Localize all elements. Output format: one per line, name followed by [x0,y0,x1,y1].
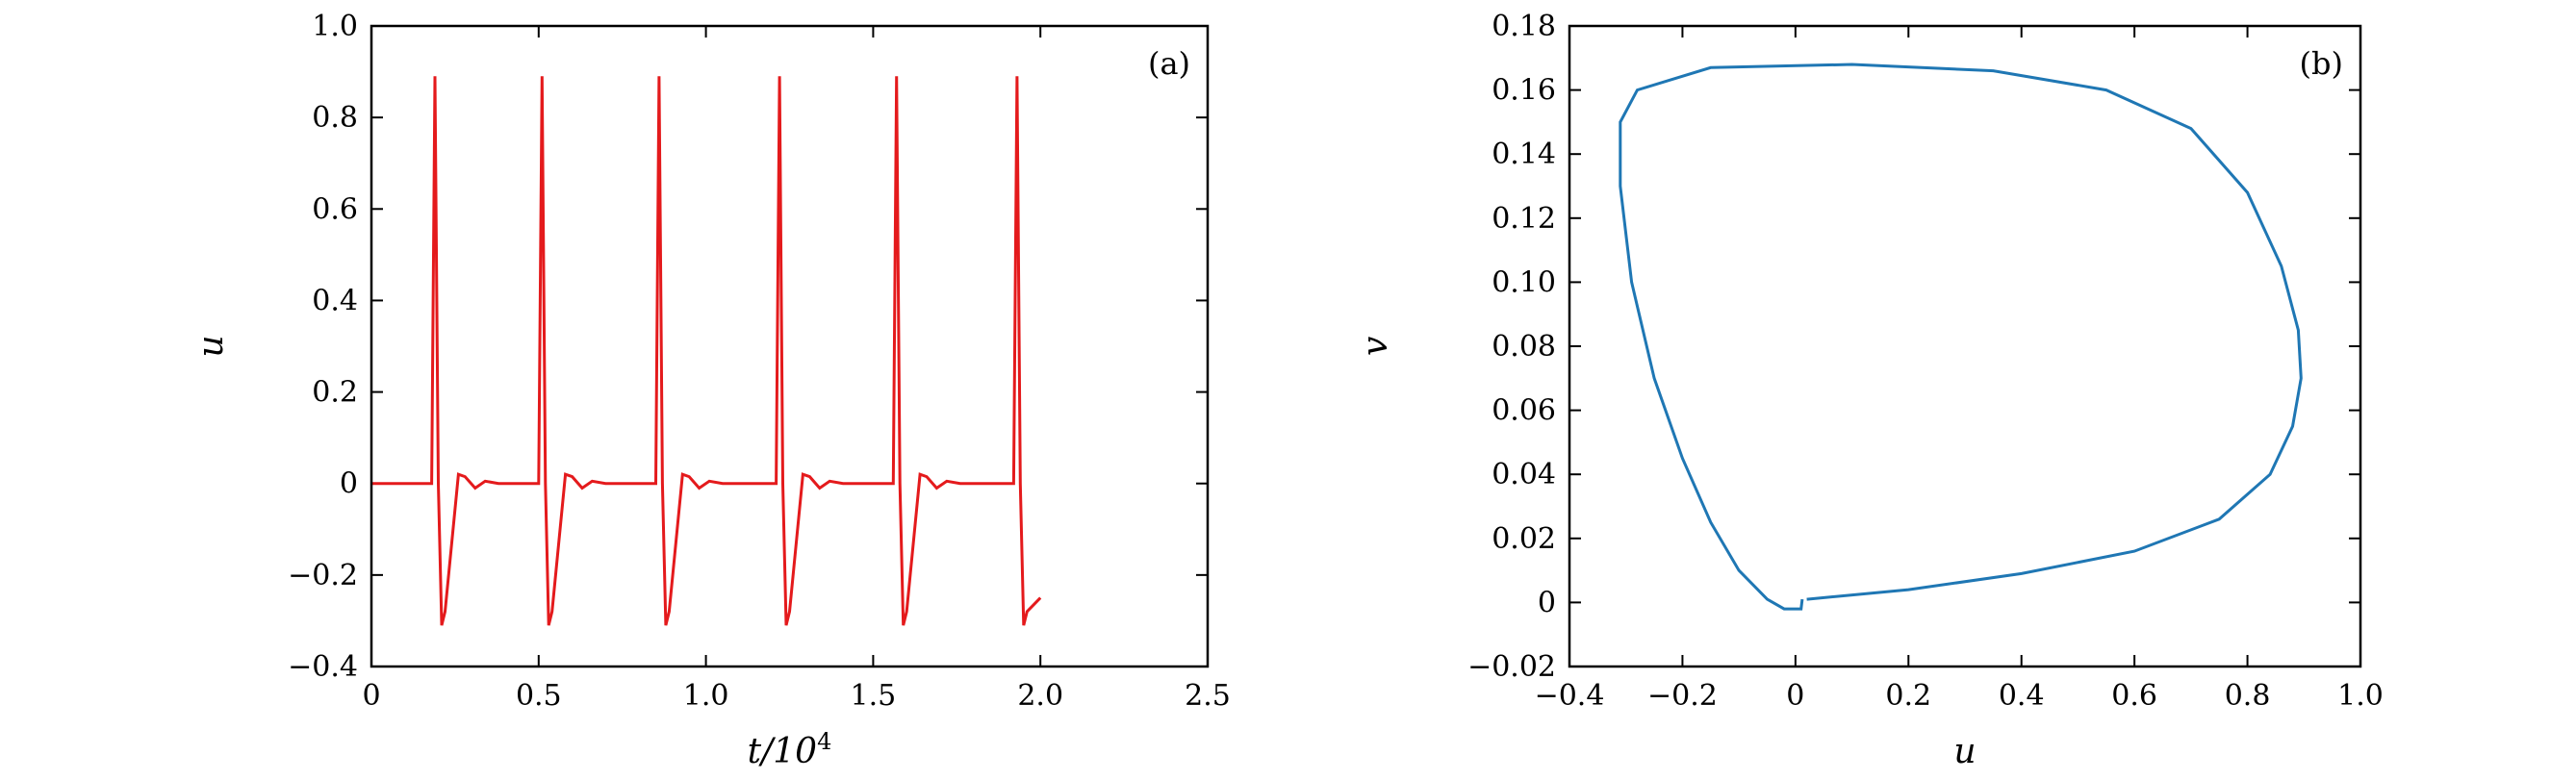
panel-a-x-axis-label-sup: 4 [817,728,831,755]
panel-a-series-line [371,76,1042,626]
panel-b-x-tick-label: −0.4 [1535,679,1605,713]
panel-b-y-tick-label: −0.02 [1467,650,1556,684]
panel-b-y-tick-label: 0 [1538,586,1556,619]
panel-b-y-tick-label: 0.10 [1492,265,1556,299]
panel-b-y-tick-label: 0.06 [1492,394,1556,428]
panel-a-frame [370,24,1210,668]
panel-a-y-tick-label: 1.0 [312,10,358,43]
panel-a-y-axis-label: u [191,335,231,357]
panel-b-y-tick-label: 0.18 [1492,10,1556,43]
panel-b-x-tick-label: 0.8 [2225,679,2271,713]
panel-a-y-tick-label: 0.4 [312,284,358,317]
panel-a-x-axis-label: t/104 [748,728,832,771]
panel-b-y-tick-label: 0.08 [1492,330,1556,364]
panel-a-y-tick-label: 0.6 [312,192,358,226]
panel-b-x-tick-label: 0.2 [1885,679,1931,713]
panel-b-x-tick-label: 0.4 [1999,679,2045,713]
panel-a-y-tick-label: 0.8 [312,101,358,135]
panel-b-y-tick-label: 0.04 [1492,458,1556,491]
panel-a-x-tick-label: 0 [362,679,380,713]
panel-a-x-axis-label-main: t/10 [748,732,817,771]
panel-a-y-tick-label: 0 [340,467,358,501]
panel-a-x-tick-label: 0.5 [516,679,562,713]
panel-a-y-tick-label: −0.4 [288,650,358,684]
panel-b-plot: −0.4 −0.2 0 0.2 0.4 0.6 0.8 1.0 −0.02 0 0.02 0.04 0.… [1356,10,2384,771]
panel-b-x-tick-label: 1.0 [2337,679,2384,713]
panel-b-y-tick-label: 0.12 [1492,202,1556,236]
panel-b-frame [1568,24,2362,668]
panel-b-x-tick-label: 0.6 [2111,679,2157,713]
panel-a-x-tick-label: 1.0 [683,679,729,713]
panel-b-y-tick-label: 0.02 [1492,522,1556,556]
panel-a-label: (a) [1148,45,1190,82]
panel-b-x-tick-label: 0 [1786,679,1804,713]
panel-a-plot: 0 0.5 1.0 1.5 2.0 2.5 −0.4 −0.2 0 0.2 0.4 0.6 0.8 1.0… [191,10,1231,771]
panel-b-label: (b) [2300,45,2343,82]
panel-b-x-axis-label: u [1953,732,1976,771]
panel-b-y-tick-label: 0.16 [1492,74,1556,108]
panel-a-y-tick-label: −0.2 [288,559,358,592]
panel-b-y-axis-label: v [1356,337,1395,356]
panel-a-x-tick-label: 2.5 [1185,679,1231,713]
panel-a-y-tick-label: 0.2 [312,376,358,410]
panel-b-y-tick-label: 0.14 [1492,138,1556,171]
panel-a-x-tick-label: 2.0 [1017,679,1063,713]
panel-b-series-line [1619,63,2303,611]
panel-b-x-tick-label: −0.2 [1647,679,1718,713]
panel-a-x-tick-label: 1.5 [851,679,897,713]
